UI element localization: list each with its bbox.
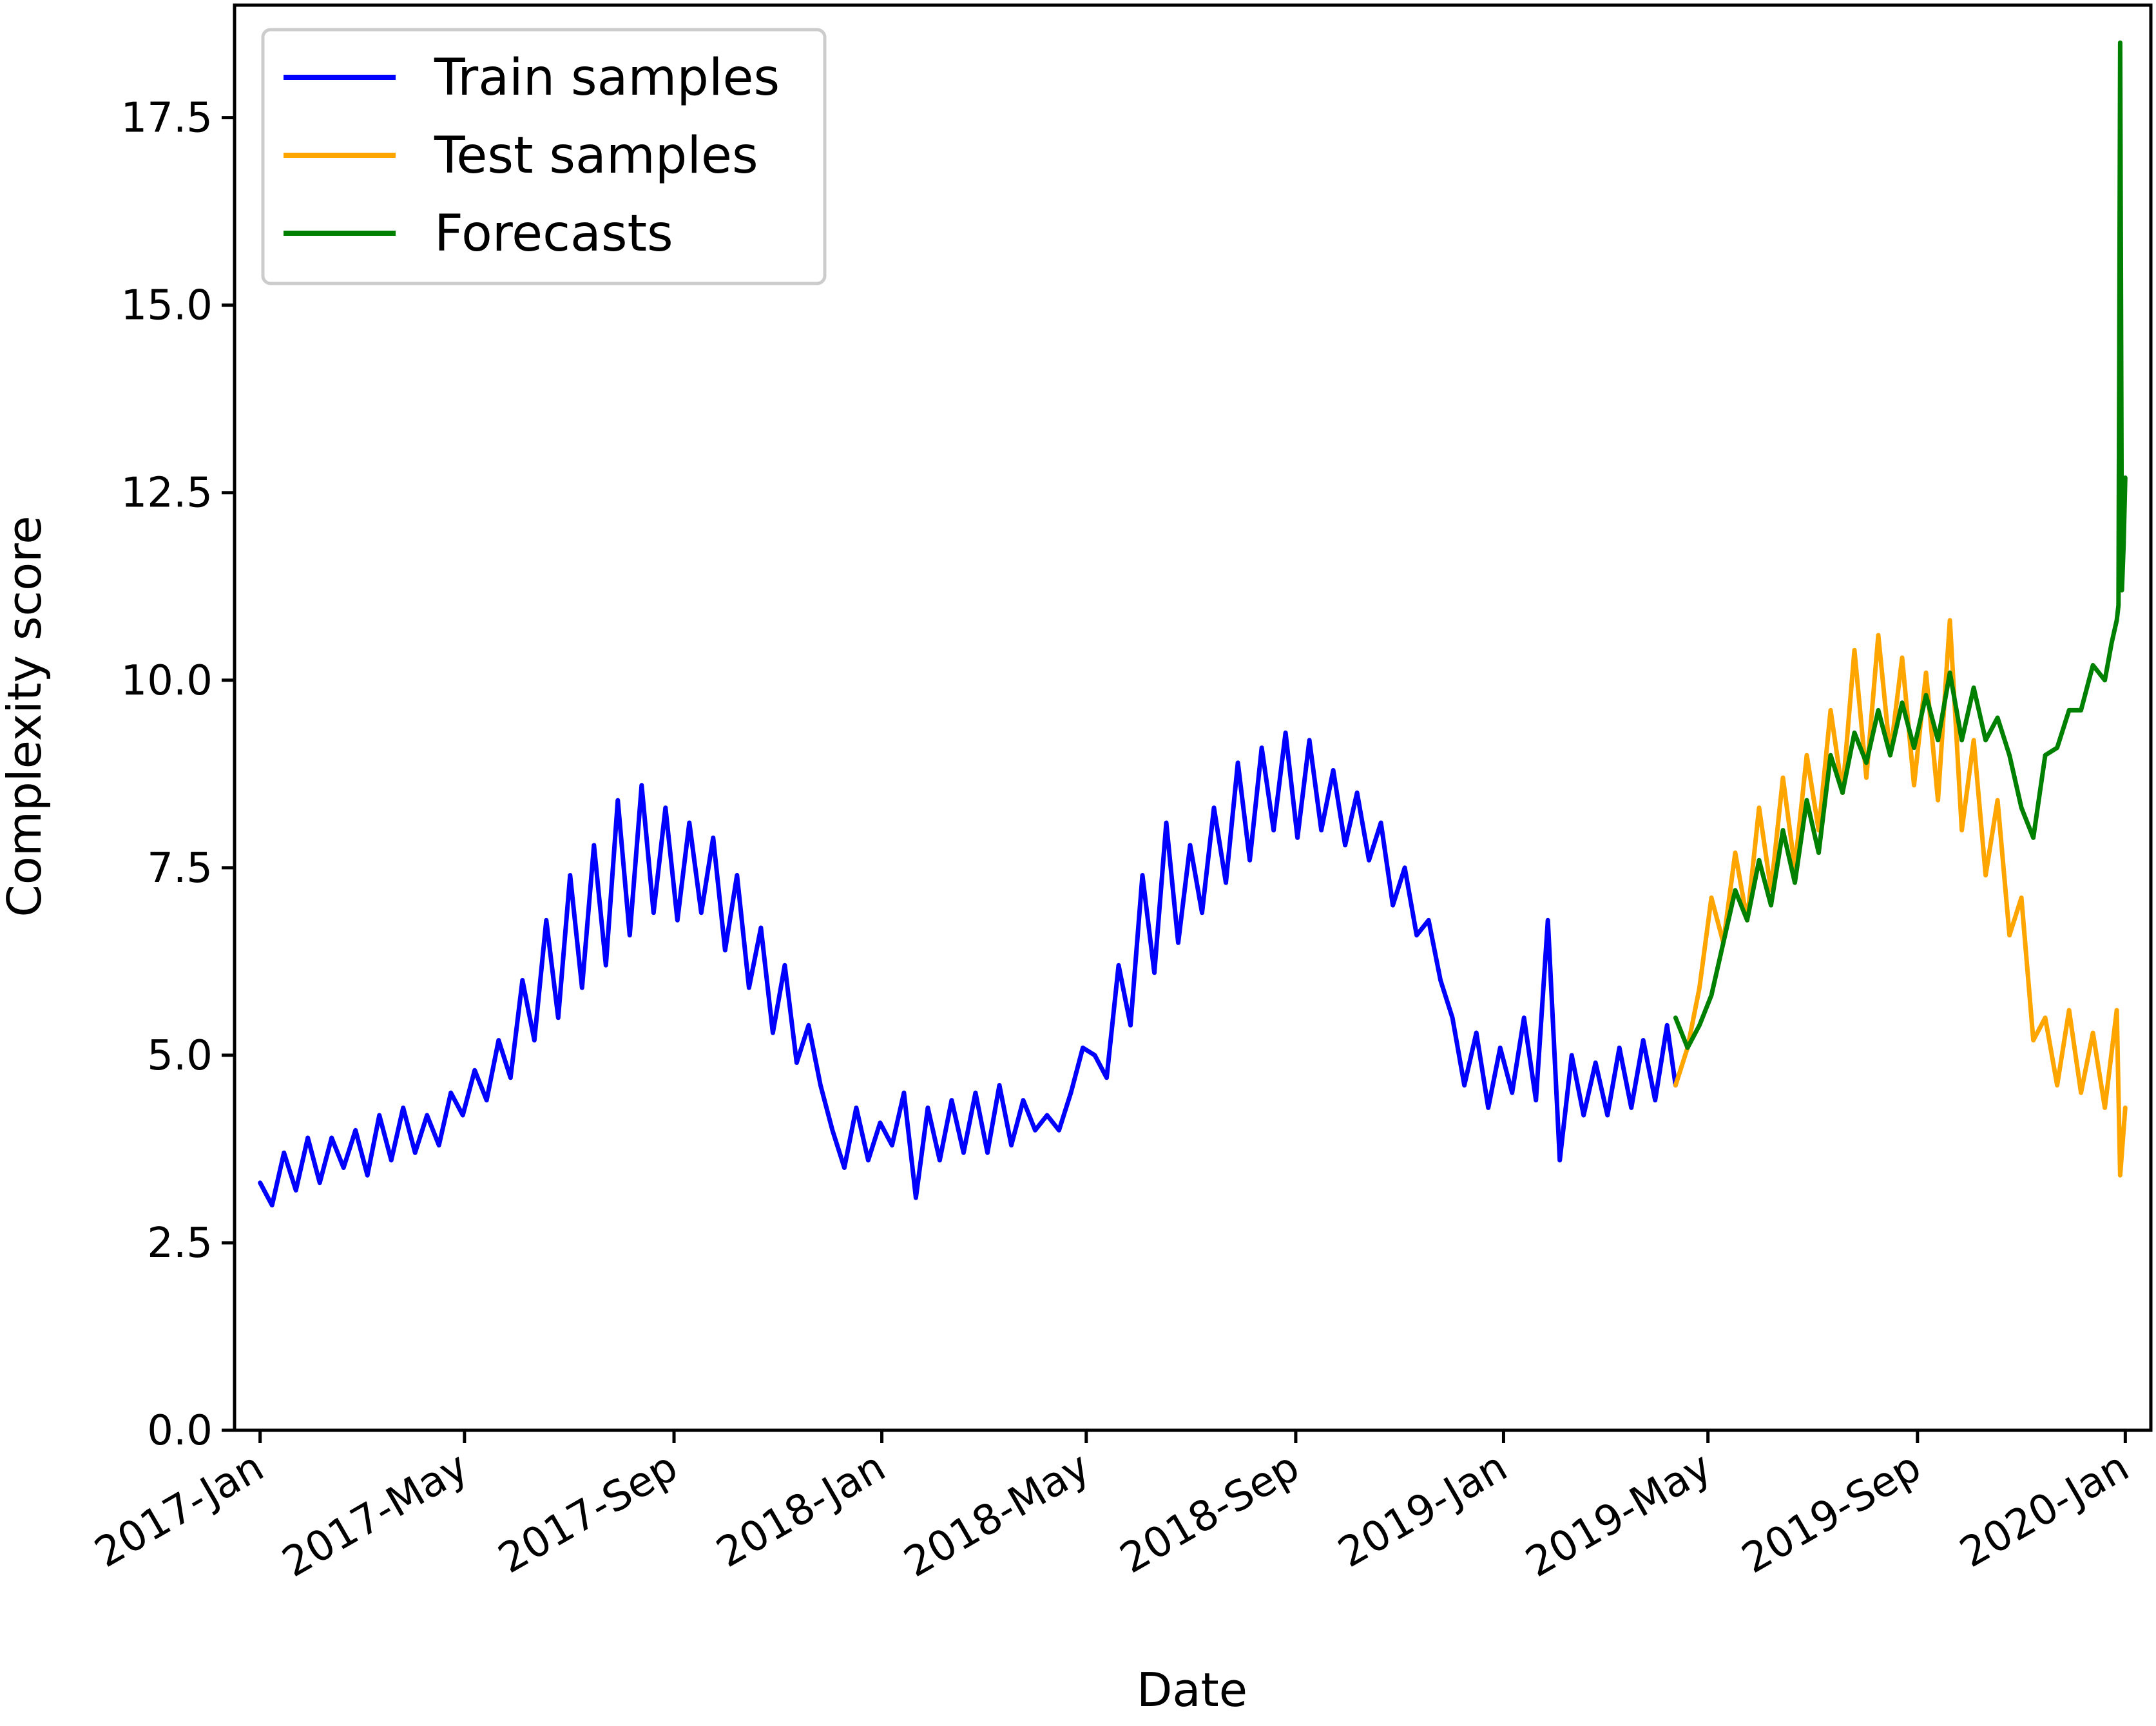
y-tick-label: 2.5 xyxy=(147,1220,213,1267)
y-axis: 0.0 2.5 5.0 7.5 10.0 12.5 15.0 17.5 xyxy=(121,95,235,1455)
legend-label: Test samples xyxy=(434,127,758,185)
series-line-train-samples xyxy=(258,730,1678,1208)
y-axis-title: Complexity score xyxy=(0,515,52,917)
series-layer xyxy=(258,40,2128,1208)
legend-label: Forecasts xyxy=(434,205,673,263)
y-tick-label: 5.0 xyxy=(147,1032,213,1080)
y-tick-label: 15.0 xyxy=(121,282,213,330)
y-tick-label: 0.0 xyxy=(147,1407,213,1455)
legend-label: Train samples xyxy=(434,49,780,107)
y-tick-label: 12.5 xyxy=(121,470,213,517)
legend: Train samples Test samples Forecasts xyxy=(261,28,827,285)
x-axis-title: Date xyxy=(1137,1663,1247,1717)
y-tick-label: 17.5 xyxy=(121,95,213,142)
legend-box xyxy=(261,28,827,285)
y-tick-label: 10.0 xyxy=(121,657,213,705)
plot-frame xyxy=(233,3,2153,1432)
series-line-forecasts xyxy=(1673,40,2128,1050)
y-tick-label: 7.5 xyxy=(147,845,213,892)
